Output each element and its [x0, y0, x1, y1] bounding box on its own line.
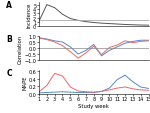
- X-axis label: Study week: Study week: [78, 103, 109, 108]
- Y-axis label: MAPE: MAPE: [22, 75, 27, 89]
- Y-axis label: Incidence: Incidence: [27, 3, 32, 28]
- Text: A: A: [6, 1, 12, 10]
- Y-axis label: Correlation: Correlation: [18, 34, 23, 63]
- Text: B: B: [6, 35, 12, 44]
- Text: C: C: [6, 68, 12, 77]
